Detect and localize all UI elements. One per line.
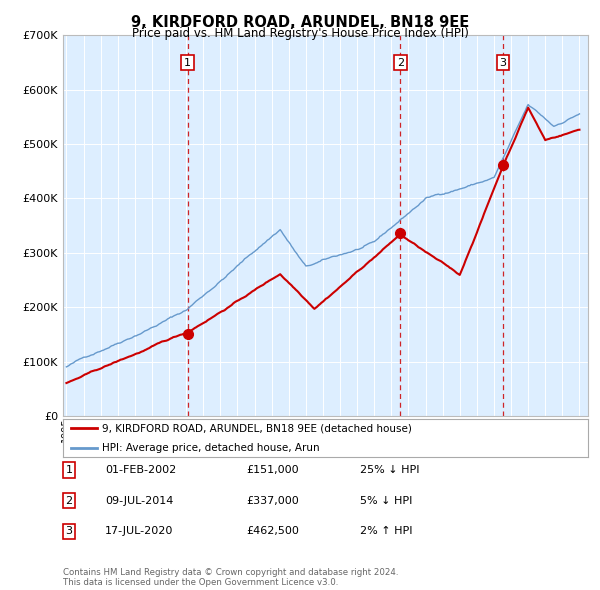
Text: 2: 2 <box>397 58 404 68</box>
Text: 25% ↓ HPI: 25% ↓ HPI <box>360 465 419 475</box>
Text: 9, KIRDFORD ROAD, ARUNDEL, BN18 9EE (detached house): 9, KIRDFORD ROAD, ARUNDEL, BN18 9EE (det… <box>103 424 412 434</box>
Text: 2: 2 <box>65 496 73 506</box>
Text: 09-JUL-2014: 09-JUL-2014 <box>105 496 173 506</box>
Text: 1: 1 <box>184 58 191 68</box>
Text: 3: 3 <box>500 58 506 68</box>
Text: 2% ↑ HPI: 2% ↑ HPI <box>360 526 413 536</box>
Text: HPI: Average price, detached house, Arun: HPI: Average price, detached house, Arun <box>103 442 320 453</box>
Text: 5% ↓ HPI: 5% ↓ HPI <box>360 496 412 506</box>
Text: £337,000: £337,000 <box>246 496 299 506</box>
Text: £462,500: £462,500 <box>246 526 299 536</box>
Text: 3: 3 <box>65 526 73 536</box>
Text: 1: 1 <box>65 465 73 475</box>
Text: 01-FEB-2002: 01-FEB-2002 <box>105 465 176 475</box>
Text: 9, KIRDFORD ROAD, ARUNDEL, BN18 9EE: 9, KIRDFORD ROAD, ARUNDEL, BN18 9EE <box>131 15 469 30</box>
Text: £151,000: £151,000 <box>246 465 299 475</box>
Text: Contains HM Land Registry data © Crown copyright and database right 2024.
This d: Contains HM Land Registry data © Crown c… <box>63 568 398 587</box>
Text: 17-JUL-2020: 17-JUL-2020 <box>105 526 173 536</box>
Text: Price paid vs. HM Land Registry's House Price Index (HPI): Price paid vs. HM Land Registry's House … <box>131 27 469 40</box>
